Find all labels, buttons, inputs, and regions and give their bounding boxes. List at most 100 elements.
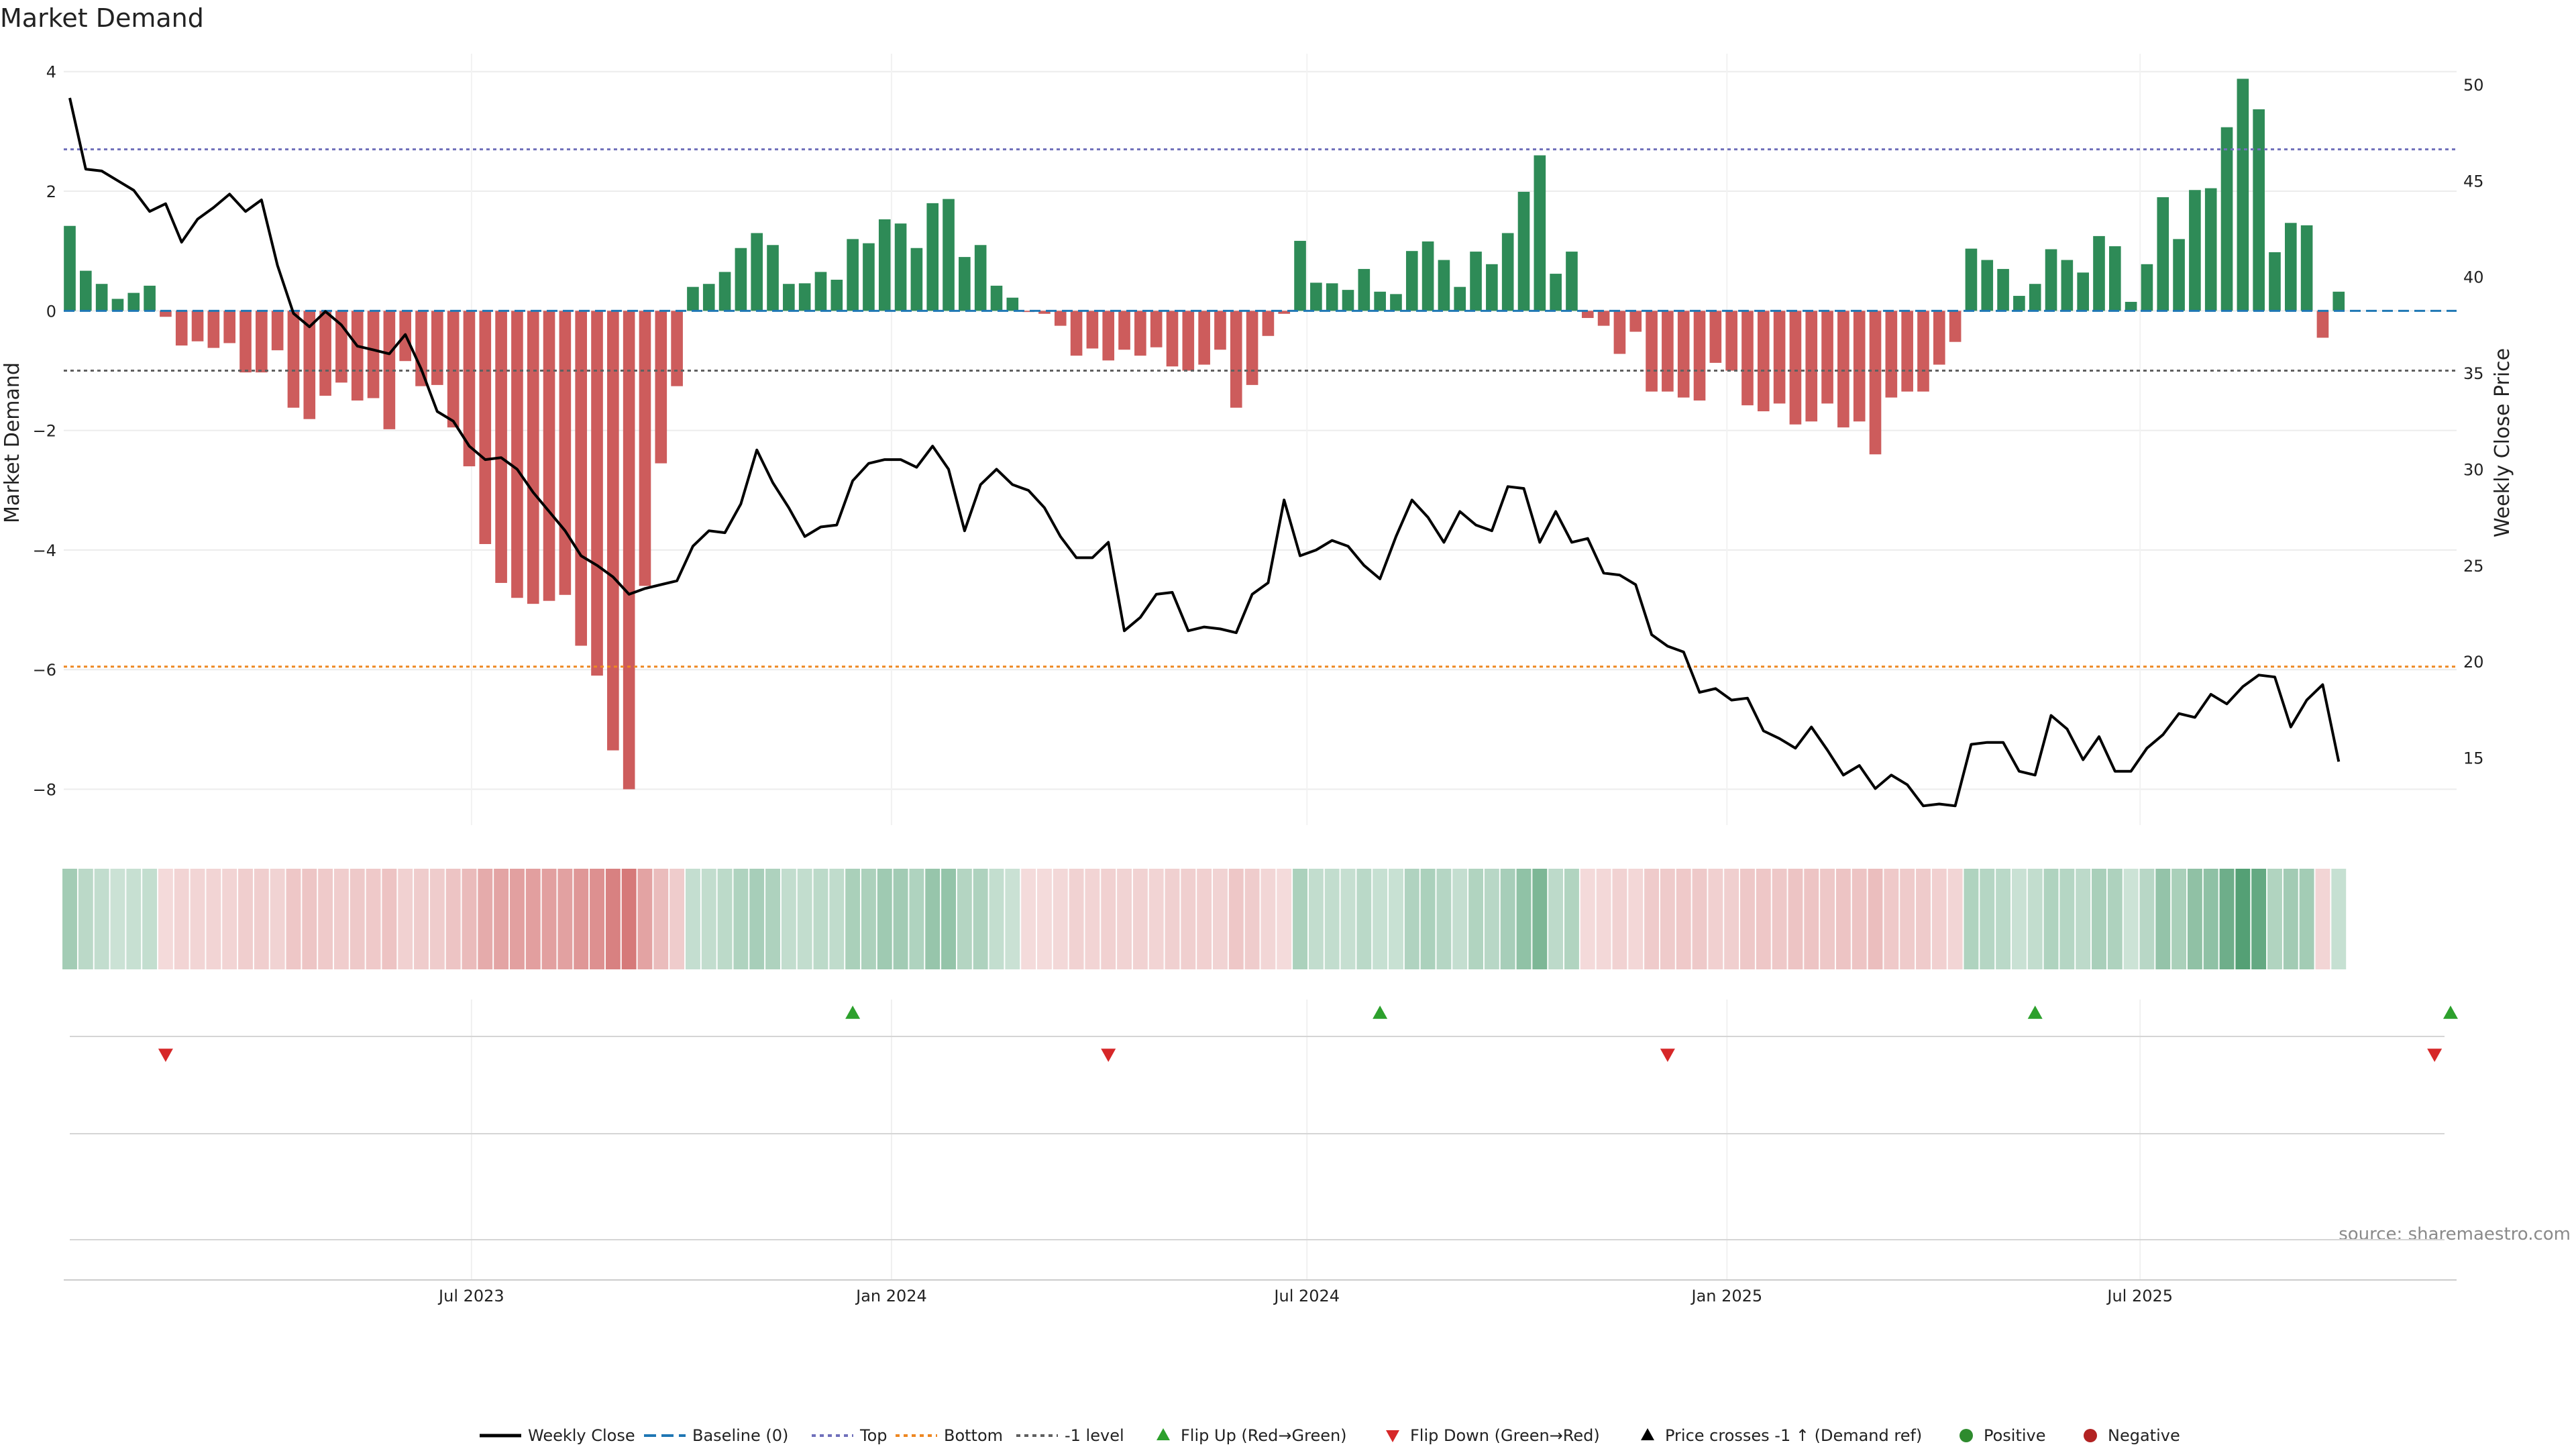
demand-bar-positive <box>687 286 699 311</box>
reference-lines <box>64 148 2457 668</box>
demand-bar-positive <box>974 245 987 311</box>
demand-bar-positive <box>1997 268 2009 311</box>
demand-bar-negative <box>431 311 443 385</box>
price-layer <box>68 97 2341 808</box>
demand-bar-positive <box>2157 197 2169 311</box>
y-tick-label: −8 <box>33 781 56 800</box>
heat-cell <box>1724 869 1739 969</box>
heat-cell <box>973 869 988 969</box>
demand-bar-positive <box>1981 260 1994 311</box>
source-note: source: sharemaestro.com <box>2339 1224 2571 1244</box>
demand-bar-positive <box>2284 223 2297 311</box>
heat-cell <box>2251 869 2267 969</box>
demand-bar-negative <box>271 311 284 351</box>
heat-cell <box>1644 869 1660 969</box>
y2-axis-label: Weekly Close Price <box>2491 348 2514 537</box>
demand-bar-positive <box>127 292 140 311</box>
legend-baseline: Baseline (0) <box>644 1426 788 1445</box>
demand-bar-positive <box>767 245 779 311</box>
demand-bar-positive <box>2013 296 2025 311</box>
heat-cell <box>1340 869 1356 969</box>
flip-down-marker <box>2427 1049 2443 1062</box>
y2-tick-label: 25 <box>2463 557 2484 576</box>
demand-bar-negative <box>1933 311 1945 365</box>
y-tick-label: 2 <box>46 182 56 201</box>
heat-cell <box>733 869 749 969</box>
demand-bar-negative <box>1805 311 1818 422</box>
demand-bar-negative <box>1949 311 1962 342</box>
heat-cell <box>78 869 93 969</box>
demand-bar-positive <box>878 219 891 311</box>
demand-bar-positive <box>2189 190 2201 311</box>
heat-cell <box>1085 869 1100 969</box>
heat-cell <box>2267 869 2282 969</box>
heat-cell <box>829 869 845 969</box>
demand-bar-negative <box>239 311 252 373</box>
demand-bar-positive <box>2061 260 2074 311</box>
heat-cell <box>717 869 733 969</box>
heat-cell <box>429 869 445 969</box>
demand-bar-negative <box>1773 311 1786 404</box>
heat-cell <box>1404 869 1419 969</box>
heat-cell <box>1660 869 1675 969</box>
demand-bar-negative <box>1134 311 1146 356</box>
heat-cell <box>685 869 700 969</box>
heat-cell <box>445 869 461 969</box>
flip-markers-panel <box>70 1006 2458 1240</box>
demand-bar-negative <box>1837 311 1849 428</box>
heat-cell <box>2011 869 2027 969</box>
legend-label: Flip Up (Red→Green) <box>1181 1426 1347 1445</box>
heat-cell <box>1436 869 1452 969</box>
demand-bar-negative <box>1150 311 1163 347</box>
demand-bar-positive <box>943 199 955 311</box>
demand-bar-positive <box>144 285 156 311</box>
heat-cell <box>1580 869 1595 969</box>
demand-bar-positive <box>1310 282 1322 311</box>
heat-cell <box>1980 869 1995 969</box>
legend-minus-one: -1 level <box>1016 1426 1124 1445</box>
demand-bar-negative <box>207 311 220 348</box>
heat-cell <box>478 869 493 969</box>
heat-cell <box>637 869 653 969</box>
demand-bar-positive <box>2253 109 2265 311</box>
legend-label: Top <box>859 1426 888 1445</box>
weekly-close-line <box>68 97 2341 808</box>
heat-cell <box>1851 869 1867 969</box>
heat-cell <box>206 869 221 969</box>
heat-cell <box>2219 869 2235 969</box>
heat-cell <box>94 869 109 969</box>
demand-bar-positive <box>1470 252 1482 311</box>
demand-bar-positive <box>2332 291 2345 311</box>
heat-cell <box>1373 869 1388 969</box>
demand-bar-positive <box>735 248 747 311</box>
heat-cell <box>1772 869 1787 969</box>
heat-cell <box>669 869 685 969</box>
heat-cell <box>1804 869 1819 969</box>
demand-bar-negative <box>639 311 651 586</box>
demand-bar-negative <box>575 311 588 646</box>
demand-bar-negative <box>1789 311 1802 425</box>
heat-cell <box>2331 869 2347 969</box>
heat-cell <box>1548 869 1564 969</box>
demand-bar-negative <box>1246 311 1258 385</box>
demand-bar-positive <box>64 225 76 311</box>
heat-cell <box>142 869 158 969</box>
demand-bar-positive <box>2045 249 2057 311</box>
heat-cell <box>1500 869 1515 969</box>
heat-cell <box>350 869 365 969</box>
heat-cell <box>1835 869 1851 969</box>
demand-bar-positive <box>1374 291 1386 311</box>
demand-bar-positive <box>1294 241 1306 311</box>
legend-label: Price crosses -1 ↑ (Demand ref) <box>1665 1426 1922 1445</box>
demand-bar-negative <box>1885 311 1898 398</box>
demand-bar-positive <box>990 285 1003 311</box>
heat-cell <box>1884 869 1899 969</box>
heat-cell <box>1868 869 1883 969</box>
heat-cell <box>765 869 780 969</box>
heat-cell <box>1021 869 1036 969</box>
y-tick-label: −6 <box>33 661 56 680</box>
demand-bar-negative <box>160 311 172 317</box>
y2-tick-label: 40 <box>2463 268 2484 287</box>
demand-bar-negative <box>671 311 683 386</box>
